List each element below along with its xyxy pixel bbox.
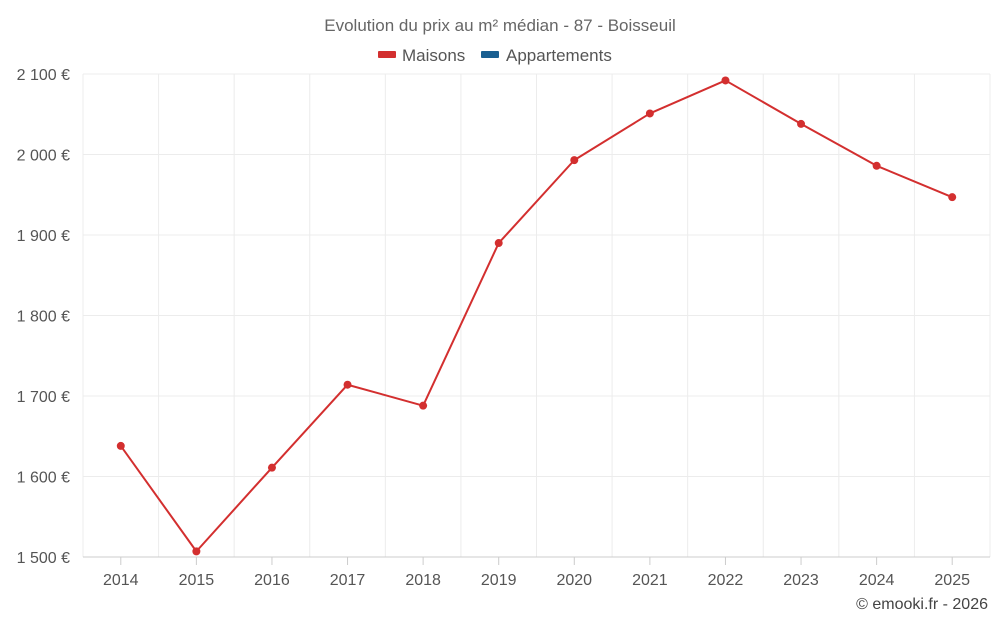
x-tick-label: 2025	[934, 572, 970, 589]
y-tick-label: 1 900 €	[17, 228, 70, 245]
legend-label-appartements: Appartements	[506, 46, 612, 65]
x-tick-label: 2020	[556, 572, 592, 589]
y-tick-label: 1 700 €	[17, 389, 70, 406]
x-axis-labels: 2014 2015 2016 2017 2018 2019 2020 2021 2022 2023…	[103, 557, 970, 589]
x-tick-label: 2017	[330, 572, 366, 589]
x-tick-label: 2014	[103, 572, 139, 589]
x-tick-label: 2015	[179, 572, 215, 589]
x-gridlines	[82, 74, 991, 557]
series-line-maisons	[119, 79, 953, 553]
legend-item-maisons[interactable]: Maisons	[378, 46, 465, 65]
x-tick-label: 2019	[481, 572, 517, 589]
credit-text: © emooki.fr - 2026	[856, 596, 988, 613]
x-tick-label: 2021	[632, 572, 668, 589]
data-point-2018[interactable]	[419, 401, 428, 410]
legend: Maisons Appartements	[378, 46, 612, 65]
y-axis-labels: 1 500 € 1 600 € 1 700 € 1 800 € 1 900 € 2 000…	[17, 67, 70, 567]
x-tick-label: 2023	[783, 572, 819, 589]
y-tick-label: 2 100 €	[17, 67, 70, 84]
y-tick-label: 1 800 €	[17, 309, 70, 326]
data-point-2020[interactable]	[570, 156, 579, 165]
legend-item-appartements[interactable]: Appartements	[481, 46, 612, 65]
series-layer	[116, 76, 957, 556]
legend-swatch-appartements	[481, 51, 499, 58]
data-point-2019[interactable]	[494, 239, 503, 248]
x-tick-label: 2022	[708, 572, 744, 589]
data-point-2017[interactable]	[343, 380, 352, 389]
x-tick-label: 2024	[859, 572, 895, 589]
legend-swatch-maisons	[378, 51, 396, 58]
data-point-2015[interactable]	[192, 547, 201, 556]
y-tick-label: 2 000 €	[17, 148, 70, 165]
y-tick-label: 1 600 €	[17, 470, 70, 487]
data-point-2025[interactable]	[948, 193, 957, 202]
data-point-2014[interactable]	[116, 441, 125, 450]
data-point-2024[interactable]	[872, 161, 881, 170]
data-point-2021[interactable]	[645, 109, 654, 118]
x-tick-label: 2016	[254, 572, 290, 589]
data-point-2022[interactable]	[721, 76, 730, 85]
legend-label-maisons: Maisons	[402, 46, 465, 65]
data-point-2023[interactable]	[797, 119, 806, 128]
y-tick-label: 1 500 €	[17, 550, 70, 567]
data-point-2016[interactable]	[267, 463, 276, 472]
chart-title: Evolution du prix au m² médian - 87 - Bo…	[324, 16, 676, 35]
x-tick-label: 2018	[405, 572, 441, 589]
